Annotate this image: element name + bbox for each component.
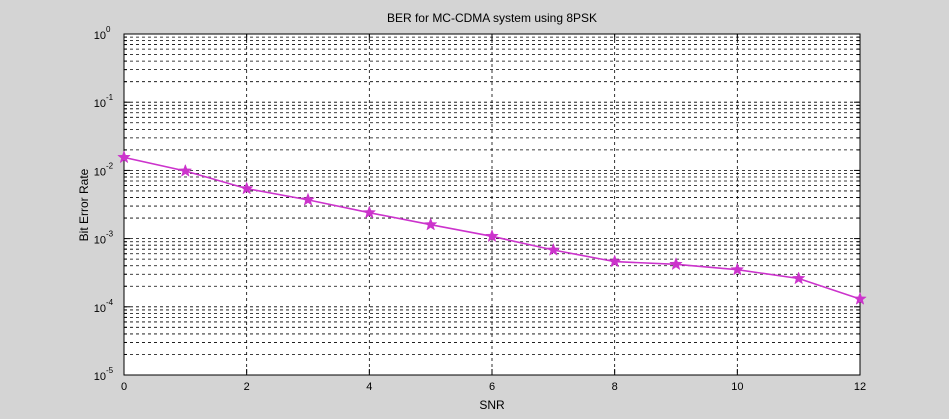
x-tick-label: 4	[366, 381, 372, 393]
y-axis-label: Bit Error Rate	[77, 168, 91, 241]
x-tick-label: 10	[731, 381, 743, 393]
chart-title: BER for MC-CDMA system using 8PSK	[387, 11, 597, 25]
data-point-star	[669, 257, 683, 271]
data-point-star	[178, 163, 193, 177]
y-tick-label-exponent: -3	[106, 230, 114, 239]
data-point-star	[791, 271, 806, 285]
axes-frame	[123, 33, 861, 376]
x-tick-label: 2	[244, 381, 250, 393]
y-tick-label-exponent: -5	[106, 366, 114, 375]
y-tick-label-exponent: -1	[106, 93, 114, 102]
x-tick-label: 8	[612, 381, 618, 393]
data-point-star	[853, 291, 867, 305]
data-point-star	[546, 242, 561, 256]
data-point-star	[730, 262, 745, 276]
data-point-star	[362, 205, 377, 219]
y-tick-label: 10	[94, 303, 106, 315]
y-tick-label-exponent: 0	[106, 25, 111, 34]
y-tick-label-exponent: -2	[106, 161, 114, 170]
data-point-star	[485, 229, 499, 243]
y-tick-label: 10	[94, 371, 106, 383]
data-point-star	[117, 150, 131, 164]
y-tick-label: 10	[94, 166, 106, 178]
y-tick-label: 10	[94, 30, 106, 42]
x-tick-label: 6	[489, 381, 495, 393]
data-point-star	[607, 254, 622, 268]
y-tick-label: 10	[94, 98, 106, 110]
data-point-star	[301, 192, 315, 206]
y-tick-label-exponent: -4	[106, 298, 114, 307]
data-point-star	[239, 181, 254, 195]
x-tick-label: 12	[854, 381, 866, 393]
x-tick-label: 0	[121, 381, 127, 393]
x-axis-label: SNR	[479, 398, 505, 412]
y-tick-label: 10	[94, 235, 106, 247]
data-point-star	[423, 217, 438, 231]
